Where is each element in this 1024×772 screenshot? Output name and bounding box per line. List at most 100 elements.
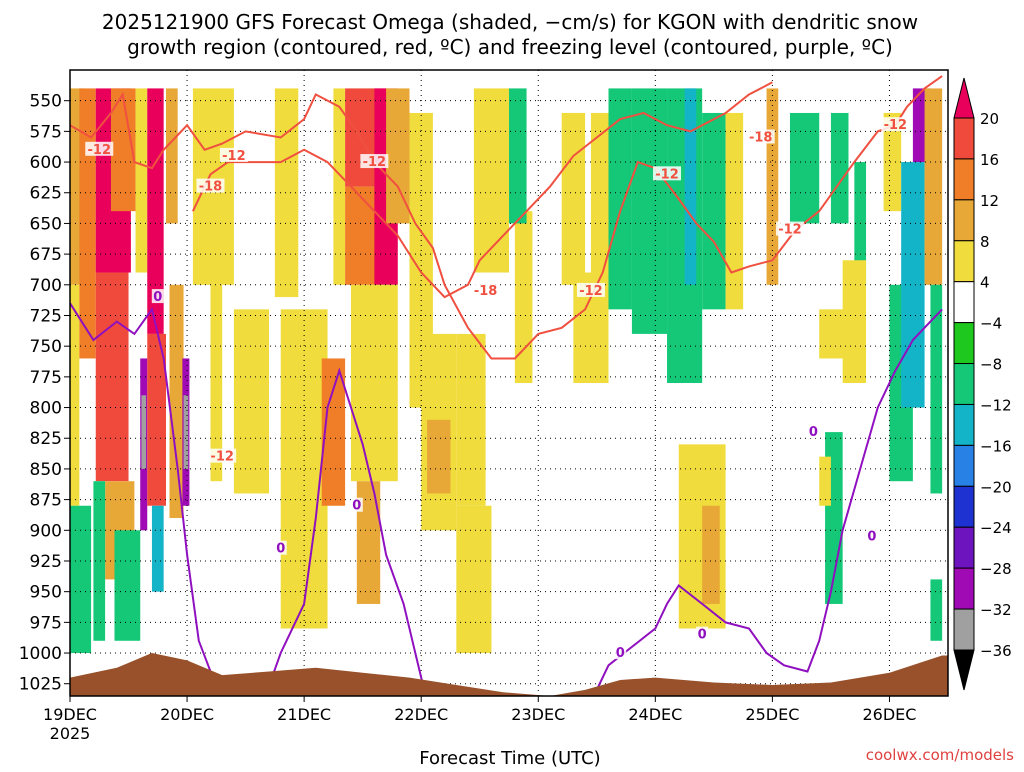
y-tick-label: 600 [30,153,62,173]
omega-cell [333,88,346,285]
contour-label-bg [653,166,682,181]
x-tick-label: 23DEC [511,705,565,724]
omega-cell [386,88,410,224]
plot-frame [69,69,949,697]
colorbar-segment [953,526,975,569]
y-tick-label: 675 [30,245,62,265]
y-tick-label: 650 [30,214,62,234]
y-tick-label: 575 [30,122,62,142]
x-axis-label: Forecast Time (UTC) [419,748,600,768]
omega-cell [702,112,726,310]
contour-label: -12 [655,167,679,182]
contour-label-bg [881,117,910,132]
contour-label: -12 [88,143,112,158]
colorbar-segment [953,199,975,242]
contour-label: 0 [276,542,285,557]
colorbar-label: 16 [980,151,999,169]
contour-label: -18 [474,284,498,299]
x-tick-label: 26DEC [862,705,916,724]
omega-cell [473,88,509,273]
colorbar-label: −36 [980,642,1012,660]
colorbar-label: 4 [980,274,990,292]
plot-area: -12 -12 -18 -12 -18 -12 -12 -18 -12 -12 -12 0 0 0 0 0 0 0 [69,69,949,697]
omega-cell [70,505,92,654]
colorbar-top-arrow [953,77,975,119]
omega-cell [819,456,831,506]
omega-cell [702,505,720,604]
omega-cell [684,88,697,285]
y-tick-label: 950 [30,583,62,603]
omega-cell [901,162,925,408]
contour-label: -12 [884,118,908,133]
terrain-surface [70,653,948,696]
contour-label: -12 [222,149,246,164]
colorbar-segment [953,485,975,528]
chart-title-line2: growth region (contoured, red, ºC) and f… [127,35,893,59]
colorbar-label: −4 [980,315,1002,333]
credit-link[interactable]: coolwx.com/models [866,746,1014,764]
contour-label: 0 [352,499,361,514]
freezing-level-contour [592,308,943,696]
omega-cell [114,530,141,641]
omega-cell [141,395,147,469]
x-tick-label: 25DEC [745,705,799,724]
axes: 550 575 600 625 650 675 700 725 750 775 800 825 850 8… [19,92,917,743]
x-tick-label: 22DEC [394,705,448,724]
contour-label-bg [471,282,500,297]
contour-label-bg [350,497,363,512]
y-tick-label: 925 [30,552,62,572]
colorbar-segment [953,567,975,610]
omega-cell [725,112,744,310]
omega-cell [356,481,381,604]
omega-cell [233,309,270,494]
omega-cell [135,88,148,273]
omega-cell [561,112,586,285]
omega-cell [93,481,106,641]
omega-cell [79,88,96,359]
chart-title-line1: 2025121900 GFS Forecast Omega (shaded, −… [102,10,918,34]
y-tick-label: 975 [30,613,62,633]
omega-cell [274,88,299,298]
contour-label: 0 [867,529,876,544]
omega-cell [590,112,609,285]
colorbar-label: 8 [980,233,990,251]
colorbar-segment [953,158,975,201]
contour-label: 0 [698,628,707,643]
colorbar-label: −24 [980,519,1012,537]
colorbar-label: −8 [980,356,1002,374]
contour-label-bg [576,282,605,297]
freezing-level-contour [264,367,427,696]
contour-label: -12 [363,155,387,170]
omega-cell [789,112,820,224]
colorbar-label: −28 [980,560,1012,578]
colorbar: 20 16 12 8 4 −4 −8 −12 −16 −20 −24 −28 −32 −36 [953,77,1012,691]
dgz-minus12-contour [70,75,943,360]
omega-cell [350,284,398,482]
contour-label: 0 [153,290,162,305]
contour-label-bg [151,289,164,304]
contour-label-bg [775,221,804,236]
contour-label-bg [85,141,114,156]
omega-cell [608,88,632,310]
omega-cell [169,284,184,519]
y-tick-label: 775 [30,368,62,388]
x-tick-label: 19DEC [43,705,97,724]
x-tick-label: 24DEC [628,705,682,724]
omega-cell [147,333,166,506]
y-tick-label: 725 [30,306,62,326]
plot-content: -12 -12 -18 -12 -18 -12 -12 -18 -12 -12 -12 0 0 0 0 0 0 0 [70,70,948,696]
colorbar-label: 12 [980,192,999,210]
contour-label-bg [208,448,237,463]
omega-cell [509,88,527,224]
omega-cell [70,284,80,506]
x-tick-label: 20DEC [160,705,214,724]
contour-label-bg [807,424,820,439]
omega-cell [883,112,902,212]
omega-cell [924,88,943,285]
colorbar-segment [953,363,975,405]
dgz-minus18-contour [191,81,773,299]
omega-cell [183,395,189,469]
colorbar-bottom-arrow [953,649,975,691]
y-tick-label: 900 [30,521,62,541]
omega-cell [514,211,533,383]
